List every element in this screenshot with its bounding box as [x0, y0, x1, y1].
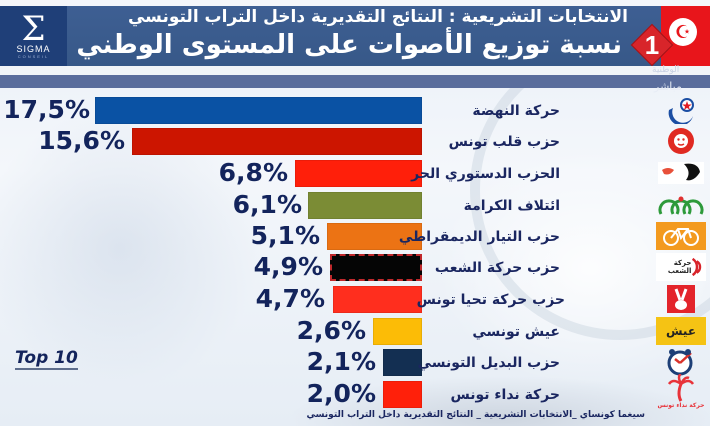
chart-row: 2,1% حزب البديل التونسي	[0, 347, 710, 376]
party-label: حزب التيار الديمقراطي	[398, 229, 560, 245]
tahya-victory-hand-logo-icon	[656, 285, 706, 313]
party-label: حزب البديل التونسي	[417, 355, 560, 371]
sigma-icon: Σ	[21, 8, 46, 49]
chart-row: 6,1% ائتلاف الكرامة	[0, 190, 710, 219]
chart-title: نسبة توزيع الأصوات على المستوى الوطني	[76, 30, 622, 60]
bar-chaab	[330, 254, 422, 281]
qalb-tounes-lion-logo-icon	[656, 127, 706, 155]
ennahda-logo-icon	[656, 96, 706, 124]
chart-row: 5,1% حزب التيار الديمقراطي	[0, 221, 710, 250]
value-label: 2,1%	[306, 347, 376, 376]
party-label: حزب قلب تونس	[448, 134, 560, 150]
bar-ennahda	[95, 97, 422, 124]
value-label: 2,6%	[296, 316, 366, 345]
party-label: حركة النهضة	[472, 103, 560, 119]
bar-pdl	[295, 160, 422, 187]
live-caption: مباشر	[654, 80, 682, 93]
value-label: 15,6%	[38, 126, 125, 155]
bar-badil	[383, 349, 422, 376]
bar-tahya-tounes	[333, 286, 422, 313]
tayar-bicycle-logo-icon	[656, 222, 706, 250]
aich-logo-text: عيش	[665, 324, 697, 338]
karama-rings-logo-icon	[656, 191, 706, 219]
chart-row: 2,6% عيش تونسي عيش	[0, 316, 710, 345]
value-label: 4,9%	[253, 252, 323, 281]
header-subtitle: الانتخابات التشريعية : النتائج التقديرية…	[127, 7, 628, 27]
channel-number: 1	[644, 30, 660, 60]
bar-tayar	[327, 223, 422, 250]
header-banner	[0, 6, 710, 66]
chaab-logo-text: حركة الشعب	[667, 259, 692, 275]
value-label: 2,0%	[306, 379, 376, 408]
party-label: حركة نداء تونس	[450, 387, 560, 403]
value-label: 4,7%	[255, 284, 325, 313]
chart-row: 4,7% حزب حركة تحيا تونس	[0, 284, 710, 313]
party-label: حزب حركة الشعب	[434, 260, 560, 276]
separator-strip	[0, 66, 710, 75]
party-label: ائتلاف الكرامة	[463, 198, 560, 214]
value-label: 6,1%	[232, 190, 302, 219]
value-label: 17,5%	[3, 95, 90, 124]
footer-caption: سيغما كونساي _الانتخابات التشريعية _ الن…	[306, 410, 645, 420]
bar-aich-tounsi	[373, 318, 422, 345]
nidaa-logo-text: حركة نداء تونس	[657, 401, 705, 409]
bar-qalb-tounes	[132, 128, 422, 155]
chart-row: 17,5% حركة النهضة	[0, 95, 710, 124]
channel-caption: الوطنية	[652, 65, 680, 75]
pdl-logo-icon	[656, 159, 706, 187]
value-label: 6,8%	[218, 158, 288, 187]
top-strip	[0, 0, 710, 6]
party-label: الحزب الدستوري الحر	[411, 166, 560, 182]
tunisia-flag-icon: ☪	[669, 18, 697, 46]
chart-row: 6,8% الحزب الدستوري الحر	[0, 158, 710, 187]
chaab-logo-icon: حركة الشعب	[656, 253, 706, 281]
chart-row: 2,0% حركة نداء تونس حركة نداء تونس	[0, 373, 710, 409]
top-10-badge: Top 10	[15, 348, 78, 370]
sigma-logo-name: SIGMA	[16, 43, 51, 54]
chart-row: 4,9% حزب حركة الشعب حركة الشعب	[0, 252, 710, 281]
header-band	[0, 75, 710, 88]
chart-row: 15,6% حزب قلب تونس	[0, 126, 710, 155]
badil-clock-logo-icon	[656, 348, 706, 376]
bar-nidaa-tounes	[383, 381, 422, 408]
sigma-conseil-logo: Σ SIGMA CONSEIL	[0, 6, 67, 66]
party-label: حزب حركة تحيا تونس	[416, 292, 565, 308]
aich-tounsi-logo-icon: عيش	[656, 317, 706, 345]
nidaa-palm-logo-icon: حركة نداء تونس	[656, 371, 706, 411]
party-label: عيش تونسي	[472, 324, 560, 340]
sigma-logo-subtitle: CONSEIL	[17, 53, 50, 59]
value-label: 5,1%	[250, 221, 320, 250]
bar-karama	[308, 192, 422, 219]
